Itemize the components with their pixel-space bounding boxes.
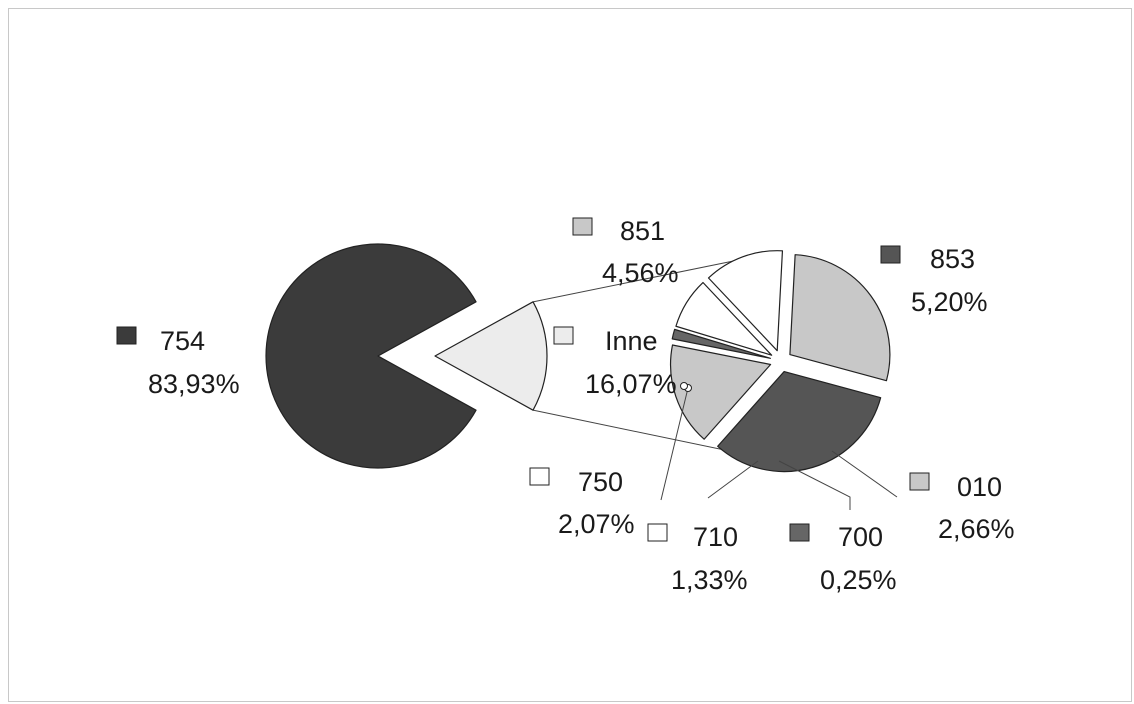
category-label-010: 010	[957, 472, 1002, 502]
legend-key-853	[880, 245, 901, 264]
category-label-851: 851	[620, 216, 665, 246]
leader-line-710	[707, 460, 759, 499]
main-pie	[265, 243, 548, 469]
percent-label-851: 4,56%	[602, 258, 679, 288]
legend-key-754	[116, 326, 137, 345]
percent-label-inne: 16,07%	[585, 369, 677, 399]
pie-slice-750	[707, 250, 784, 352]
category-label-700: 700	[838, 522, 883, 552]
legend-key-710	[647, 523, 668, 542]
pie-slice-853	[717, 370, 882, 473]
percent-label-853: 5,20%	[911, 287, 988, 317]
legend-key-010	[909, 472, 930, 491]
percent-label-700: 0,25%	[820, 565, 897, 595]
pie-slice-700	[671, 328, 771, 359]
percent-label-010: 2,66%	[938, 514, 1015, 544]
connector-line-top	[532, 254, 764, 303]
leader-dot-inne	[680, 382, 688, 390]
category-label-853: 853	[930, 244, 975, 274]
leader-line-010	[831, 450, 898, 498]
legend-key-700	[789, 523, 810, 542]
percent-label-750: 2,07%	[558, 509, 635, 539]
secondary-pie	[670, 250, 891, 473]
pie-slice-inne	[434, 301, 548, 411]
legend-key-inne	[553, 326, 574, 345]
legend-key-851	[572, 217, 593, 236]
pie-slice-754	[265, 243, 477, 469]
pie-slice-710	[675, 281, 773, 356]
pie-slice-851	[789, 254, 891, 382]
percent-label-754: 83,93%	[148, 369, 240, 399]
leader-line-750	[660, 387, 689, 501]
category-label-inne: Inne	[605, 326, 658, 356]
data-labels: 754 83,93% Inne 16,07% 851 4,56% 853 5,20% 010 2,…	[116, 216, 1015, 595]
chart-frame	[8, 8, 1132, 702]
category-label-710: 710	[693, 522, 738, 552]
leader-line-700	[778, 460, 851, 510]
legend-key-750	[529, 467, 550, 486]
category-label-754: 754	[160, 326, 205, 356]
pie-slice-010	[670, 344, 772, 440]
percent-label-710: 1,33%	[671, 565, 748, 595]
category-label-750: 750	[578, 467, 623, 497]
